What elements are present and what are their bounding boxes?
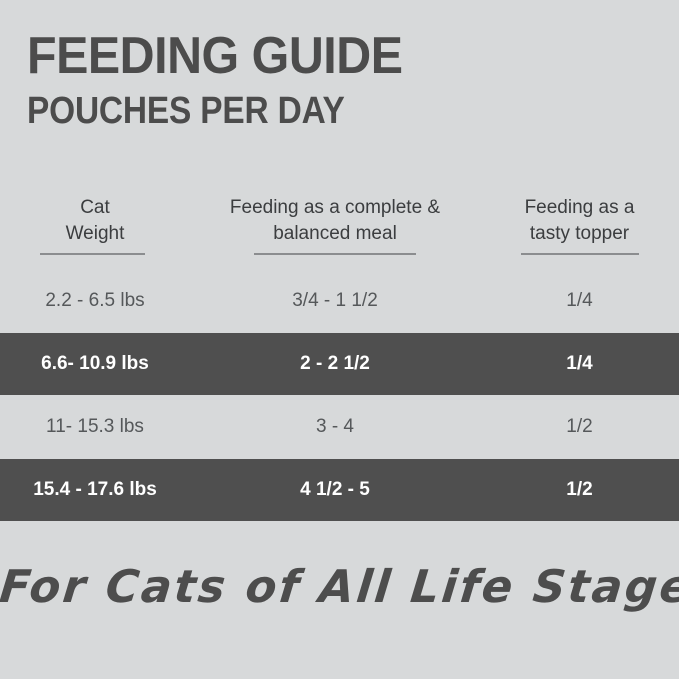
page-subtitle: POUCHES PER DAY (27, 90, 345, 132)
cell-cat-weight: 15.4 - 17.6 lbs (33, 479, 157, 500)
table-row: 6.6- 10.9 lbs 2 - 2 1/2 1/4 (0, 333, 679, 395)
column-header-underline (520, 253, 639, 255)
feeding-table: Cat Weight Feeding as a complete & balan… (0, 186, 679, 521)
cell-complete-meal: 3/4 - 1 1/2 (292, 290, 378, 311)
row-divider (0, 332, 679, 333)
table-row: 15.4 - 17.6 lbs 4 1/2 - 5 1/2 (0, 459, 679, 521)
cell-complete-meal: 4 1/2 - 5 (300, 479, 370, 500)
column-header-cat-weight: Cat Weight (0, 186, 190, 255)
column-header-complete-meal: Feeding as a complete & balanced meal (190, 186, 480, 255)
cell-tasty-topper: 1/2 (566, 416, 593, 437)
cell-complete-meal: 3 - 4 (315, 416, 355, 437)
row-divider (0, 395, 679, 396)
cell-cat-weight: 6.6- 10.9 lbs (41, 353, 149, 374)
page-title: FEEDING GUIDE (27, 27, 403, 85)
cell-tasty-topper: 1/2 (566, 479, 593, 500)
column-header-line-1: Feeding as a complete & (229, 197, 441, 218)
table-row: 11- 15.3 lbs 3 - 4 1/2 (0, 396, 679, 458)
cell-cat-weight: 11- 15.3 lbs (46, 416, 144, 437)
tagline: For Cats of All Life Stages (0, 560, 679, 613)
table-header-row: Cat Weight Feeding as a complete & balan… (0, 186, 679, 270)
title-block: FEEDING GUIDE POUCHES PER DAY (27, 28, 647, 132)
row-divider (0, 458, 679, 459)
cell-tasty-topper: 1/4 (566, 353, 593, 374)
column-header-line-2: balanced meal (273, 223, 397, 244)
column-header-line-1: Feeding as a (524, 197, 635, 218)
column-header-underline (254, 253, 416, 255)
column-header-line-1: Cat (80, 197, 110, 218)
column-header-line-2: tasty topper (529, 223, 630, 244)
cell-tasty-topper: 1/4 (566, 290, 593, 311)
column-header-line-2: Weight (65, 223, 125, 244)
table-row: 2.2 - 6.5 lbs 3/4 - 1 1/2 1/4 (0, 270, 679, 332)
cell-complete-meal: 2 - 2 1/2 (300, 353, 370, 374)
column-header-tasty-topper: Feeding as a tasty topper (480, 186, 679, 255)
column-header-underline (40, 253, 145, 255)
cell-cat-weight: 2.2 - 6.5 lbs (45, 290, 145, 311)
